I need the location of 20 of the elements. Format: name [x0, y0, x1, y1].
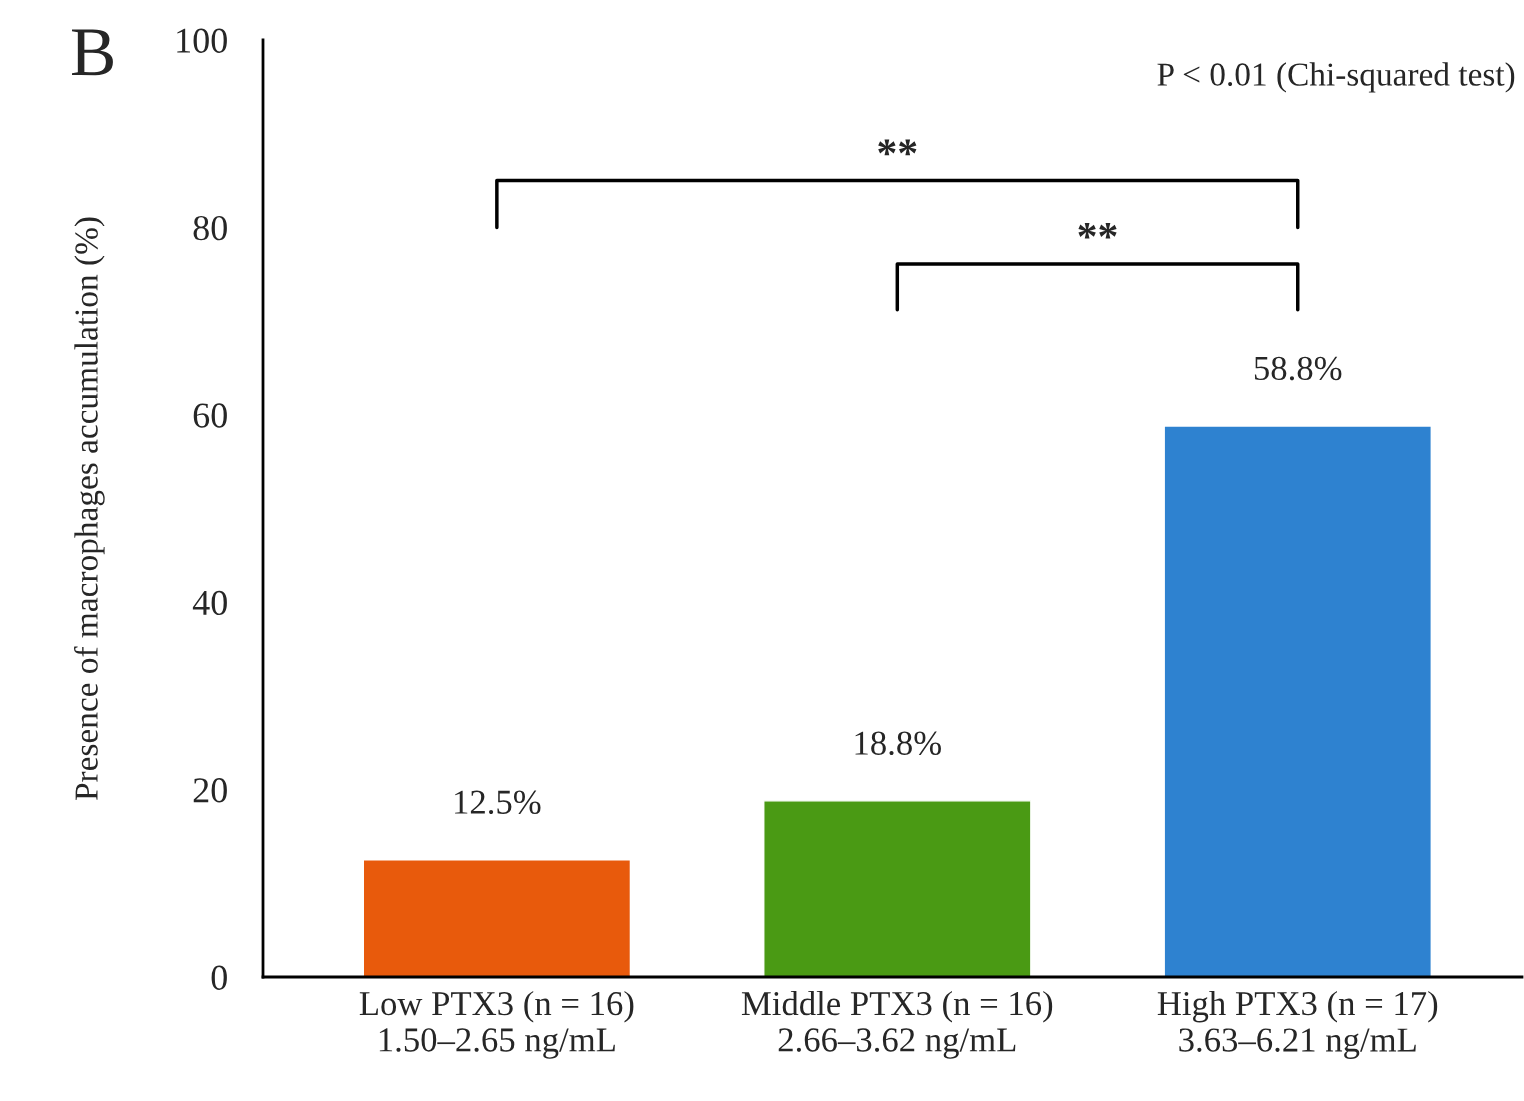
x-tick-label: High PTX3 (n = 17) 3.63–6.21 ng/mL	[1157, 990, 1438, 1059]
data-label: 18.8%	[855, 731, 941, 756]
y-tick-label: 80	[193, 215, 227, 241]
bar	[1163, 425, 1432, 977]
y-tick-label: 20	[193, 778, 227, 803]
y-tick-label: 0	[211, 965, 227, 990]
y-tick-label: 60	[193, 403, 227, 428]
y-tick-label: 100	[177, 28, 227, 53]
annotation: **	[1078, 222, 1117, 239]
bar	[763, 800, 1032, 977]
bar	[362, 859, 632, 977]
data-label: 58.8%	[1254, 356, 1342, 381]
x-tick-label: Middle PTX3 (n = 16) 2.66–3.62 ng/mL	[741, 990, 1053, 1059]
text: B	[72, 29, 113, 76]
data-label: 12.5%	[455, 790, 541, 815]
y-tick-label: 40	[192, 590, 227, 616]
annotation: **	[878, 139, 917, 156]
y-axis-title: Presence of macrophages accumulation (%)	[74, 217, 105, 801]
x-tick-label: Low PTX3 (n = 16) 1.50–2.65 ng/mL	[359, 990, 634, 1059]
annotation: P < 0.01 (Chi-squared test)	[1157, 62, 1515, 93]
